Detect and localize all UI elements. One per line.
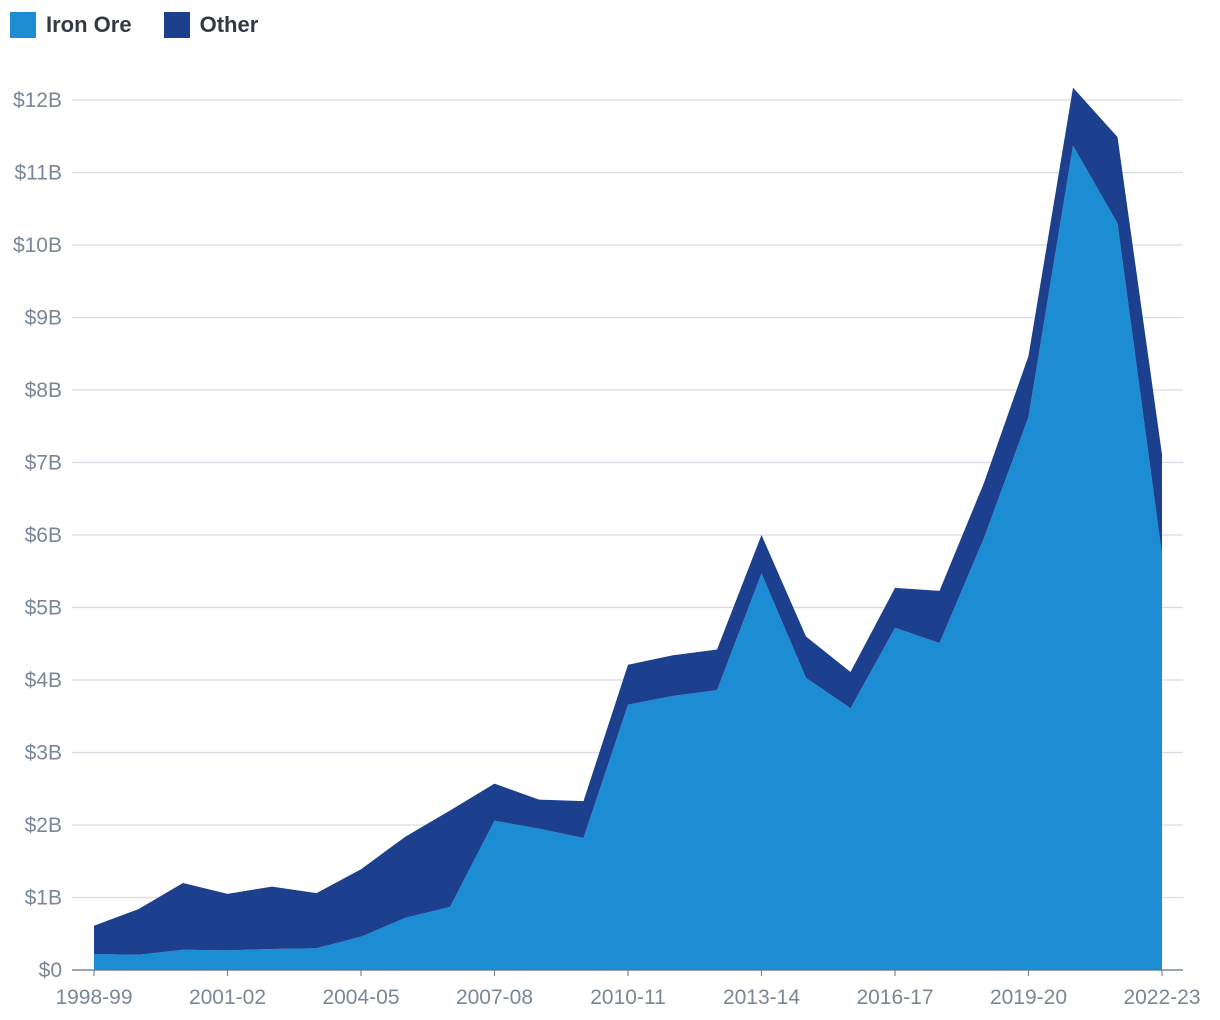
- y-tick-label: $8B: [25, 379, 62, 402]
- legend-swatch-other: [163, 12, 190, 38]
- area-series-iron-ore[interactable]: [94, 145, 1162, 971]
- y-tick-label: $5B: [25, 597, 62, 620]
- x-tick-label: 2022-23: [1123, 986, 1200, 1009]
- y-tick-label: $10B: [13, 234, 62, 257]
- area-layer: [94, 87, 1162, 971]
- y-tick-label: $12B: [13, 89, 62, 112]
- y-tick-label: $4B: [25, 669, 62, 692]
- y-tick-label: $1B: [25, 887, 62, 910]
- x-tick-label: 2010-11: [590, 986, 666, 1009]
- y-tick-label: $3B: [25, 742, 62, 765]
- legend-swatch-iron-ore: [10, 12, 36, 38]
- x-tick-label: 2001-02: [189, 986, 266, 1009]
- legend: Iron Ore Other: [10, 12, 258, 38]
- legend-item-iron-ore[interactable]: Iron Ore: [10, 12, 132, 38]
- x-tick-label: 2007-08: [456, 986, 533, 1009]
- y-tick-label: $7B: [25, 452, 62, 475]
- y-tick-label: $11B: [15, 162, 63, 185]
- x-tick-label: 2019-20: [990, 986, 1067, 1009]
- x-tick-label: 2016-17: [856, 986, 933, 1009]
- x-tick-label: 2013-14: [723, 986, 800, 1009]
- x-tick-label: 2004-05: [322, 986, 399, 1009]
- x-tick-label: 1998-99: [55, 986, 132, 1009]
- y-tick-label: $2B: [25, 814, 62, 837]
- legend-item-other[interactable]: Other: [163, 12, 259, 38]
- y-tick-label: $0: [39, 959, 62, 982]
- y-tick-label: $6B: [25, 524, 62, 547]
- x-axis-ticks: 1998-99 2001-02 2004-05 2007-08 2010-11 2013-…: [55, 970, 1201, 1009]
- y-tick-label: $9B: [25, 307, 62, 330]
- legend-label-other: Other: [199, 12, 259, 37]
- legend-label-iron-ore: Iron Ore: [46, 12, 132, 37]
- y-axis-ticks: $0 $1B $2B $3B $4B $5B $6B $7B $8B $9B $10B $11B $12…: [13, 89, 62, 982]
